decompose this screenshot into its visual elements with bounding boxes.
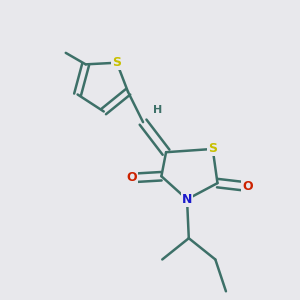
Text: N: N	[182, 193, 192, 206]
Text: S: S	[208, 142, 217, 155]
Text: O: O	[242, 180, 253, 193]
Text: O: O	[126, 172, 136, 184]
Text: H: H	[153, 105, 162, 115]
Text: S: S	[112, 56, 121, 69]
